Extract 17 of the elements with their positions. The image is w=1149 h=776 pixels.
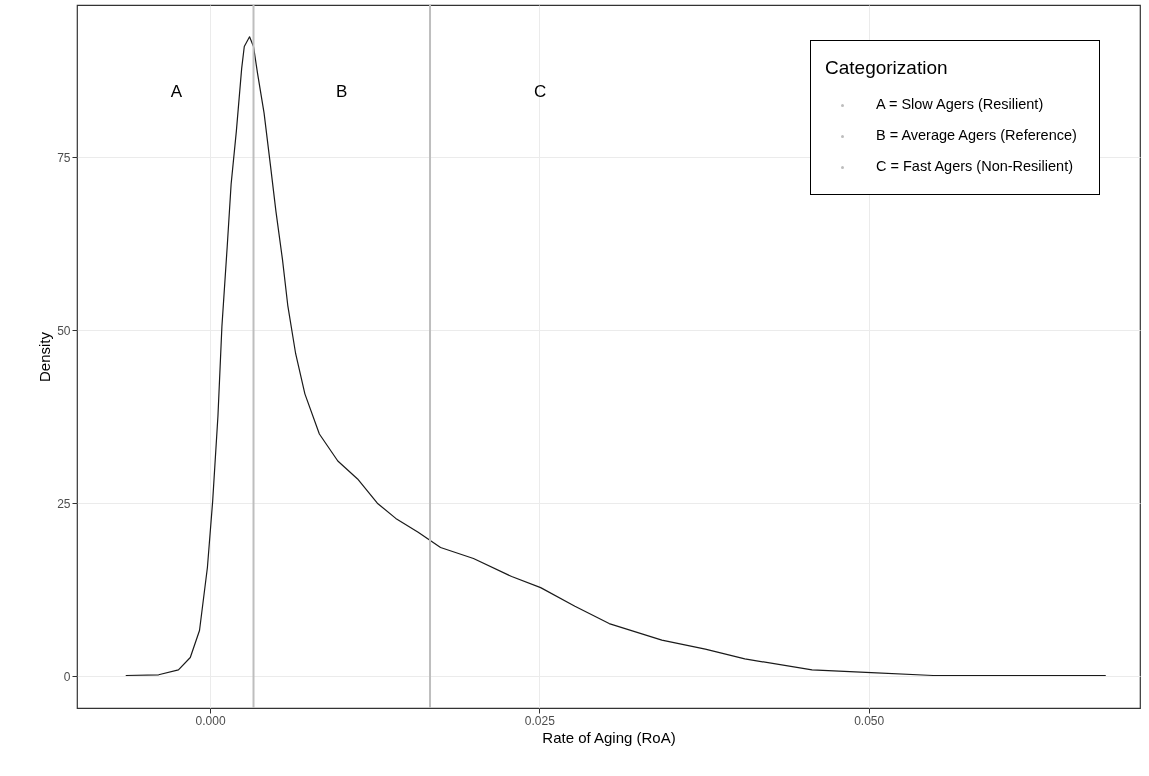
x-tick-label: 0.050 <box>854 713 885 728</box>
x-axis-title: Rate of Aging (RoA) <box>542 728 676 746</box>
y-axis-title: Density <box>36 331 54 383</box>
y-tick-label: 25 <box>57 496 71 511</box>
annotation: A = Slow Agers (Resilient) <box>876 96 1044 112</box>
x-tick-label: 0.000 <box>195 713 226 728</box>
annotation: C = Fast Agers (Non-Resilient) <box>876 158 1074 174</box>
annotation: B <box>336 82 348 101</box>
annotation: C <box>533 82 547 101</box>
legend-title: Categorization <box>825 57 949 79</box>
x-tick-label: 0.025 <box>524 713 556 728</box>
y-tick-label: 0 <box>63 669 71 684</box>
annotation: A <box>170 82 183 101</box>
line-series <box>125 36 1107 677</box>
y-tick-label: 50 <box>57 323 71 338</box>
y-tick-label: 75 <box>57 150 71 165</box>
annotation: B = Average Agers (Reference) <box>876 127 1077 143</box>
